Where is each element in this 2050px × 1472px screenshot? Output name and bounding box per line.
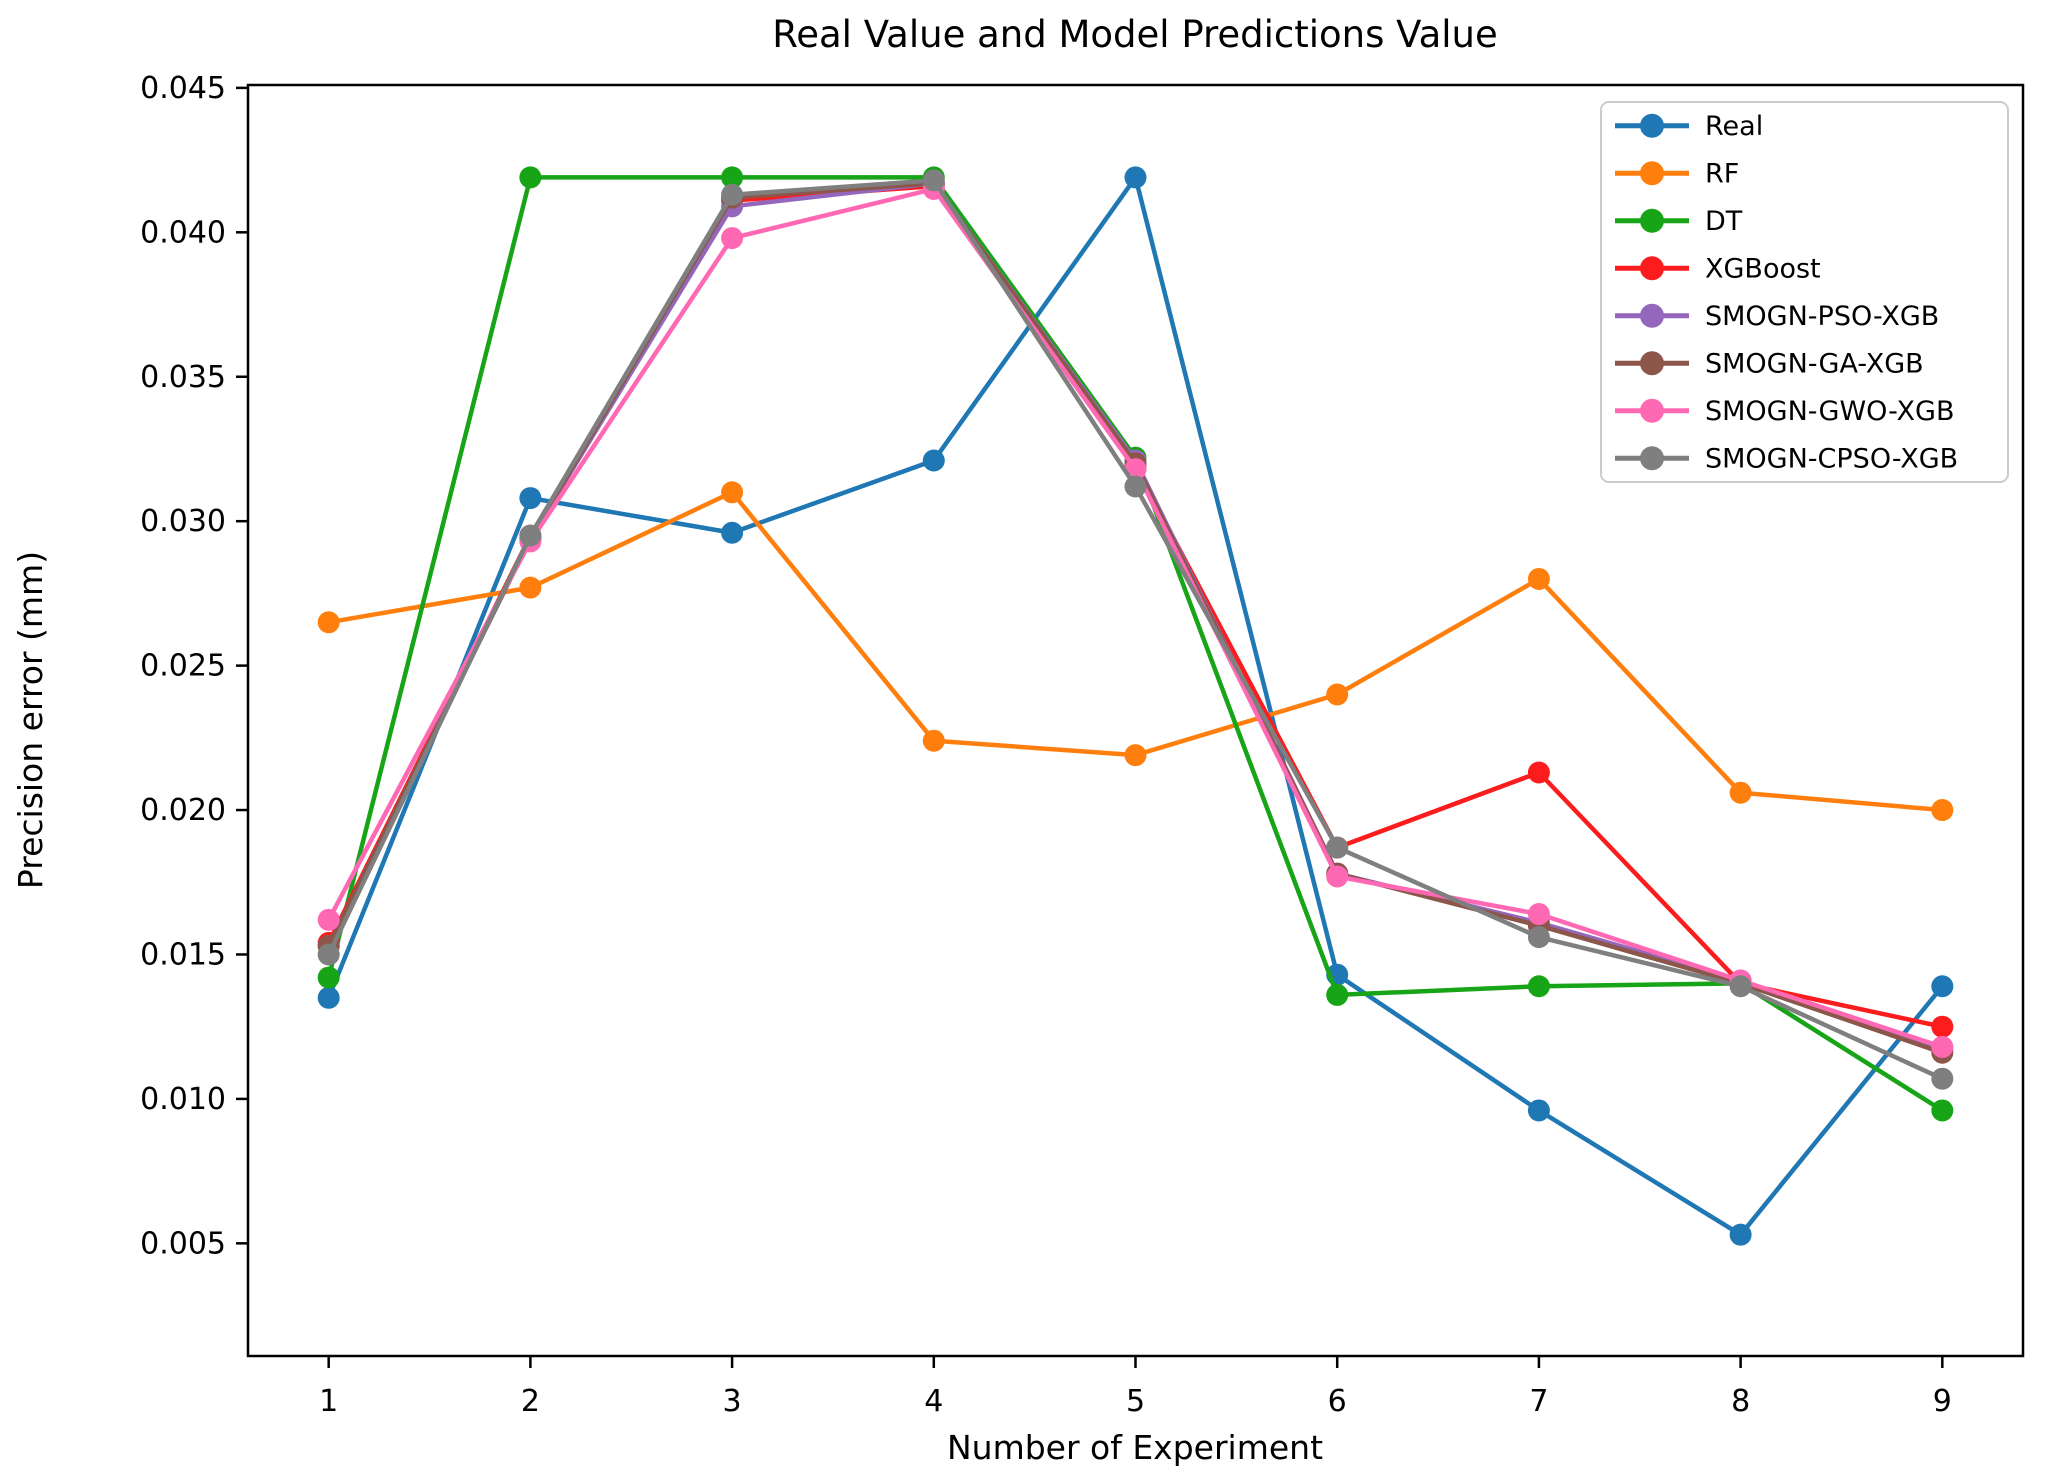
data-point-SMOGN-GWO-XGB (1326, 865, 1349, 888)
x-tick-label: 7 (1529, 1384, 1548, 1419)
data-point-Real (1729, 1223, 1752, 1246)
legend-marker-Real (1640, 113, 1664, 138)
legend-label-SMOGN-CPSO-XGB: SMOGN-CPSO-XGB (1705, 443, 1958, 474)
axes: 0.005 0.010 0.015 0.020 0.025 0.030 0.035 0.040… (140, 71, 2025, 1419)
data-point-SMOGN-CPSO-XGB (519, 524, 542, 547)
x-tick-label: 2 (521, 1384, 540, 1419)
chart-title: Real Value and Model Predictions Value (772, 13, 1498, 56)
data-point-SMOGN-CPSO-XGB (1931, 1067, 1954, 1090)
data-point-SMOGN-CPSO-XGB (1527, 926, 1550, 949)
y-tick-label: 0.020 (140, 793, 226, 828)
series-Real (317, 166, 1954, 1246)
legend-marker-SMOGN-GWO-XGB (1640, 398, 1664, 423)
data-point-RF (1931, 799, 1954, 822)
data-point-RF (1326, 683, 1349, 706)
legend-item-SMOGN-GWO-XGB: SMOGN-GWO-XGB (1615, 396, 1955, 427)
legend-label-SMOGN-PSO-XGB: SMOGN-PSO-XGB (1705, 301, 1939, 332)
y-tick-label: 0.040 (140, 215, 226, 250)
x-tick-label: 4 (924, 1384, 943, 1419)
data-point-RF (922, 729, 945, 752)
y-tick-label: 0.015 (140, 937, 226, 972)
y-tick-label: 0.030 (140, 504, 226, 539)
data-point-RF (1124, 744, 1147, 767)
data-point-XGBoost (1527, 761, 1550, 784)
legend-label-RF: RF (1705, 158, 1739, 189)
data-point-Real (519, 487, 542, 510)
data-point-Real (922, 449, 945, 472)
series-SMOGN-CPSO-XGB (317, 169, 1954, 1090)
data-point-DT (1326, 983, 1349, 1006)
data-point-SMOGN-GWO-XGB (1527, 903, 1550, 926)
data-point-Real (721, 521, 744, 544)
data-point-Real (1527, 1099, 1550, 1122)
legend-marker-RF (1640, 161, 1664, 186)
y-tick-label: 0.010 (140, 1082, 226, 1117)
legend: Real RF DT XGBoost SMOGN-PSO-XGB SMOGN-GA-XGB… (1600, 101, 2009, 483)
legend-item-XGBoost: XGBoost (1615, 253, 1821, 284)
x-tick-label: 6 (1328, 1384, 1347, 1419)
legend-item-SMOGN-PSO-XGB: SMOGN-PSO-XGB (1615, 301, 1939, 332)
data-point-DT (317, 966, 340, 989)
data-point-RF (519, 576, 542, 599)
data-point-RF (1729, 781, 1752, 804)
legend-marker-SMOGN-GA-XGB (1640, 351, 1664, 376)
legend-marker-XGBoost (1640, 256, 1664, 281)
legend-label-Real: Real (1705, 111, 1763, 142)
y-tick-label: 0.025 (140, 649, 226, 684)
series (317, 166, 1954, 1246)
series-SMOGN-GWO-XGB (317, 177, 1954, 1058)
y-axis-label: Precision error (mm) (11, 551, 50, 889)
legend-label-XGBoost: XGBoost (1705, 253, 1821, 284)
data-point-DT (1931, 1099, 1954, 1122)
legend-item-SMOGN-GA-XGB: SMOGN-GA-XGB (1615, 348, 1924, 379)
data-point-SMOGN-CPSO-XGB (721, 183, 744, 206)
data-point-SMOGN-CPSO-XGB (1326, 836, 1349, 859)
data-point-SMOGN-CPSO-XGB (1729, 975, 1752, 998)
data-point-RF (1527, 567, 1550, 590)
legend-label-SMOGN-GWO-XGB: SMOGN-GWO-XGB (1705, 396, 1955, 427)
legend-item-Real: Real (1615, 111, 1763, 142)
data-point-SMOGN-CPSO-XGB (1124, 475, 1147, 498)
x-tick-label: 9 (1933, 1384, 1952, 1419)
legend-box (1600, 101, 2009, 483)
data-point-DT (1527, 975, 1550, 998)
legend-item-RF: RF (1615, 158, 1739, 189)
data-point-SMOGN-GWO-XGB (1931, 1035, 1954, 1058)
data-point-SMOGN-CPSO-XGB (922, 169, 945, 192)
series-RF (317, 481, 1954, 822)
data-point-RF (721, 481, 744, 504)
x-tick-label: 8 (1731, 1384, 1750, 1419)
legend-label-DT: DT (1705, 206, 1743, 237)
legend-item-DT: DT (1615, 206, 1743, 237)
legend-item-SMOGN-CPSO-XGB: SMOGN-CPSO-XGB (1615, 443, 1958, 474)
data-point-XGBoost (1931, 1015, 1954, 1038)
data-point-SMOGN-GWO-XGB (317, 908, 340, 931)
data-point-SMOGN-GWO-XGB (721, 227, 744, 250)
data-point-Real (317, 986, 340, 1009)
data-point-SMOGN-CPSO-XGB (317, 943, 340, 966)
y-tick-label: 0.035 (140, 360, 226, 395)
x-tick-label: 5 (1126, 1384, 1145, 1419)
legend-marker-DT (1640, 208, 1664, 233)
data-point-DT (721, 166, 744, 189)
legend-marker-SMOGN-CPSO-XGB (1640, 446, 1664, 471)
x-axis-label: Number of Experiment (947, 1428, 1323, 1467)
y-tick-label: 0.005 (140, 1226, 226, 1261)
legend-marker-SMOGN-PSO-XGB (1640, 303, 1664, 328)
data-point-Real (1124, 166, 1147, 189)
data-point-Real (1931, 975, 1954, 998)
x-tick-label: 3 (723, 1384, 742, 1419)
x-tick-label: 1 (319, 1384, 338, 1419)
data-point-RF (317, 611, 340, 634)
y-tick-label: 0.045 (140, 71, 226, 106)
legend-label-SMOGN-GA-XGB: SMOGN-GA-XGB (1705, 348, 1924, 379)
data-point-DT (519, 166, 542, 189)
